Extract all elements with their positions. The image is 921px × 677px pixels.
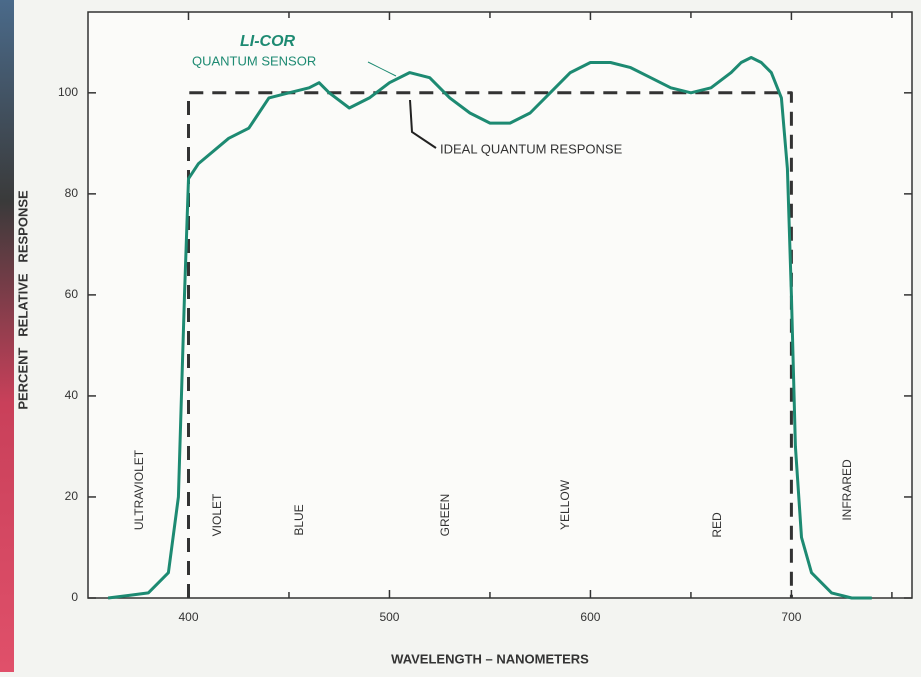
y-tick-label: 60: [65, 287, 79, 301]
y-tick-label: 0: [71, 590, 78, 604]
plot-frame: [87, 11, 913, 599]
band-label: BLUE: [292, 504, 306, 535]
x-tick-label: 700: [781, 610, 801, 624]
x-tick-label: 600: [580, 610, 600, 624]
leader-line: [409, 99, 437, 149]
y-tick-label: 40: [65, 388, 79, 402]
series-label: IDEAL QUANTUM RESPONSE: [440, 141, 623, 156]
y-tick-label: 20: [65, 489, 79, 503]
band-label: ULTRAVIOLET: [132, 449, 146, 530]
leader-line: [367, 61, 397, 77]
y-axis-label: PERCENT RELATIVE RESPONSE: [15, 190, 30, 410]
band-label: RED: [710, 512, 724, 538]
x-tick-label: 500: [379, 610, 399, 624]
x-tick-label: 400: [178, 610, 198, 624]
y-tick-label: 100: [58, 85, 78, 99]
band-label: GREEN: [438, 494, 452, 537]
series-line: [107, 56, 872, 600]
plot-area: [87, 11, 913, 599]
band-label: YELLOW: [558, 479, 572, 530]
band-label: VIOLET: [210, 493, 224, 536]
annotation: QUANTUM SENSOR: [192, 53, 316, 68]
series-label: LI-COR: [240, 33, 296, 50]
x-axis-label: WAVELENGTH – NANOMETERS: [391, 651, 589, 666]
photo-strip: [0, 0, 14, 672]
y-tick-label: 80: [65, 186, 79, 200]
band-label: INFRARED: [840, 459, 854, 521]
